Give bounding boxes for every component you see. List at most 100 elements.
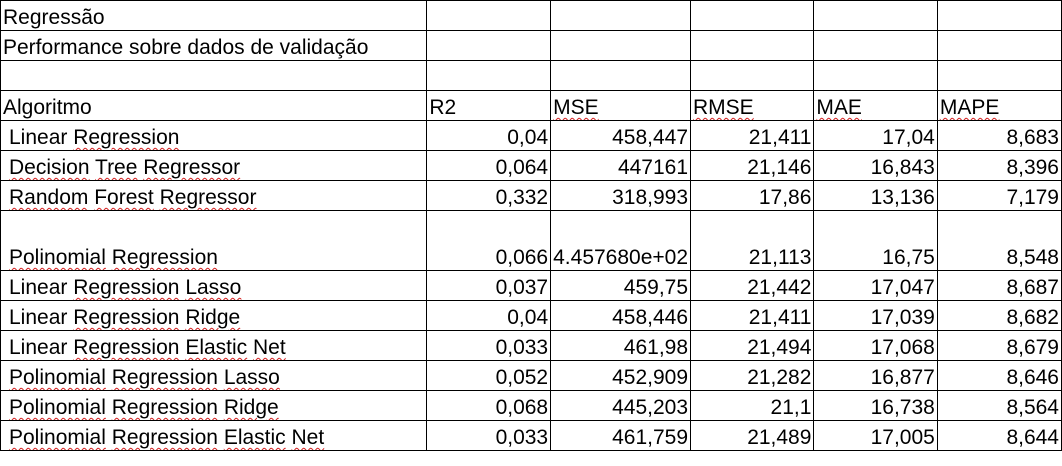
- algorithm-label: Polinomial Regression: [9, 246, 218, 269]
- mae-cell[interactable]: 16,738: [813, 390, 938, 421]
- mape-cell[interactable]: 8,682: [936, 300, 1062, 331]
- algorithm-cell[interactable]: Linear Regression: [0, 120, 428, 151]
- header-row: Algoritmo R2 MSE RMSE MAE MAPE: [0, 90, 1062, 121]
- table-row: Polinomial Regression 0,066 4.457680e+02 21…: [0, 210, 1062, 271]
- algorithm-cell[interactable]: Random Forest Regressor: [0, 180, 428, 211]
- mse-cell[interactable]: 461,98: [550, 330, 692, 361]
- mae-cell[interactable]: 16,75: [813, 210, 938, 271]
- rmse-cell[interactable]: 21,489: [690, 420, 815, 451]
- mae-cell[interactable]: 17,04: [813, 120, 938, 151]
- rmse-cell[interactable]: 21,411: [690, 300, 815, 331]
- mse-cell[interactable]: 458,447: [550, 120, 692, 151]
- empty-cell[interactable]: [550, 30, 692, 61]
- header-mse-label: MSE: [553, 96, 599, 119]
- mae-cell[interactable]: 17,047: [813, 270, 938, 301]
- rmse-cell[interactable]: 21,146: [690, 150, 815, 181]
- mae-cell[interactable]: 17,005: [813, 420, 938, 451]
- mse-cell[interactable]: 458,446: [550, 300, 692, 331]
- mse-cell[interactable]: 4.457680e+02: [550, 210, 692, 271]
- mae-cell[interactable]: 16,843: [813, 150, 938, 181]
- mape-cell[interactable]: 8,644: [936, 420, 1062, 451]
- rmse-cell[interactable]: 21,442: [690, 270, 815, 301]
- header-rmse-label: RMSE: [693, 96, 754, 119]
- r2-cell[interactable]: 0,04: [426, 120, 552, 151]
- header-r2[interactable]: R2: [426, 90, 552, 121]
- empty-cell[interactable]: [550, 0, 692, 31]
- r2-cell[interactable]: 0,037: [426, 270, 552, 301]
- mape-cell[interactable]: 8,564: [936, 390, 1062, 421]
- header-mape[interactable]: MAPE: [936, 90, 1062, 121]
- mse-cell[interactable]: 318,993: [550, 180, 692, 211]
- header-mape-label: MAPE: [939, 96, 1000, 119]
- empty-cell[interactable]: [426, 60, 552, 91]
- empty-cell[interactable]: [690, 0, 815, 31]
- r2-cell[interactable]: 0,052: [426, 360, 552, 391]
- empty-cell[interactable]: [0, 60, 428, 91]
- rmse-cell[interactable]: 17,86: [690, 180, 815, 211]
- r2-cell[interactable]: 0,332: [426, 180, 552, 211]
- mae-cell[interactable]: 17,039: [813, 300, 938, 331]
- mse-cell[interactable]: 459,75: [550, 270, 692, 301]
- empty-cell[interactable]: [813, 60, 938, 91]
- mse-cell[interactable]: 447161: [550, 150, 692, 181]
- header-algoritmo[interactable]: Algoritmo: [0, 90, 428, 121]
- header-mse[interactable]: MSE: [550, 90, 692, 121]
- empty-cell[interactable]: [690, 30, 815, 61]
- algorithm-label: Random Forest Regressor: [9, 186, 257, 209]
- mse-cell[interactable]: 452,909: [550, 360, 692, 391]
- title-cell[interactable]: Regressão: [0, 0, 428, 31]
- mae-cell[interactable]: 17,068: [813, 330, 938, 361]
- empty-cell[interactable]: [936, 60, 1062, 91]
- mape-cell[interactable]: 8,687: [936, 270, 1062, 301]
- empty-cell[interactable]: [813, 0, 938, 31]
- empty-cell[interactable]: [426, 30, 552, 61]
- header-mae-label: MAE: [816, 96, 862, 119]
- algorithm-label: Linear Regression Ridge: [9, 306, 241, 329]
- mape-cell[interactable]: 8,683: [936, 120, 1062, 151]
- mae-cell[interactable]: 13,136: [813, 180, 938, 211]
- algorithm-cell[interactable]: Linear Regression Elastic Net: [0, 330, 428, 361]
- algorithm-label: Linear Regression Lasso: [9, 276, 242, 299]
- mape-cell[interactable]: 7,179: [936, 180, 1062, 211]
- mape-cell[interactable]: 8,679: [936, 330, 1062, 361]
- algorithm-cell[interactable]: Decision Tree Regressor: [0, 150, 428, 181]
- rmse-cell[interactable]: 21,113: [690, 210, 815, 271]
- r2-cell[interactable]: 0,068: [426, 390, 552, 421]
- algorithm-label: Decision Tree Regressor: [9, 156, 241, 179]
- mse-cell[interactable]: 445,203: [550, 390, 692, 421]
- empty-cell[interactable]: [936, 30, 1062, 61]
- header-mae[interactable]: MAE: [813, 90, 938, 121]
- algorithm-cell[interactable]: Polinomial Regression Lasso: [0, 360, 428, 391]
- empty-cell[interactable]: [690, 60, 815, 91]
- algorithm-cell[interactable]: Linear Regression Lasso: [0, 270, 428, 301]
- header-rmse[interactable]: RMSE: [690, 90, 815, 121]
- mae-cell[interactable]: 16,877: [813, 360, 938, 391]
- algorithm-cell[interactable]: Polinomial Regression Elastic Net: [0, 420, 428, 451]
- mape-cell[interactable]: 8,548: [936, 210, 1062, 271]
- table-row: Polinomial Regression Ridge 0,068 445,203 2…: [0, 390, 1062, 421]
- rmse-cell[interactable]: 21,411: [690, 120, 815, 151]
- r2-cell[interactable]: 0,066: [426, 210, 552, 271]
- r2-cell[interactable]: 0,04: [426, 300, 552, 331]
- algorithm-cell[interactable]: Linear Regression Ridge: [0, 300, 428, 331]
- rmse-cell[interactable]: 21,494: [690, 330, 815, 361]
- table-row: Linear Regression Elastic Net 0,033 461,98…: [0, 330, 1062, 361]
- empty-cell[interactable]: [426, 0, 552, 31]
- mape-cell[interactable]: 8,396: [936, 150, 1062, 181]
- table-row: Linear Regression 0,04 458,447 21,411 17,04 8…: [0, 120, 1062, 151]
- algorithm-cell[interactable]: Polinomial Regression: [0, 210, 428, 271]
- mape-cell[interactable]: 8,646: [936, 360, 1062, 391]
- subtitle-cell[interactable]: Performance sobre dados de validação: [0, 30, 428, 61]
- mse-cell[interactable]: 461,759: [550, 420, 692, 451]
- r2-cell[interactable]: 0,064: [426, 150, 552, 181]
- r2-cell[interactable]: 0,033: [426, 420, 552, 451]
- algorithm-label: Polinomial Regression Lasso: [9, 366, 280, 389]
- empty-cell[interactable]: [550, 60, 692, 91]
- empty-cell[interactable]: [813, 30, 938, 61]
- rmse-cell[interactable]: 21,282: [690, 360, 815, 391]
- table-row: Linear Regression Ridge 0,04 458,446 21,411…: [0, 300, 1062, 331]
- r2-cell[interactable]: 0,033: [426, 330, 552, 361]
- algorithm-cell[interactable]: Polinomial Regression Ridge: [0, 390, 428, 421]
- rmse-cell[interactable]: 21,1: [690, 390, 815, 421]
- empty-cell[interactable]: [936, 0, 1062, 31]
